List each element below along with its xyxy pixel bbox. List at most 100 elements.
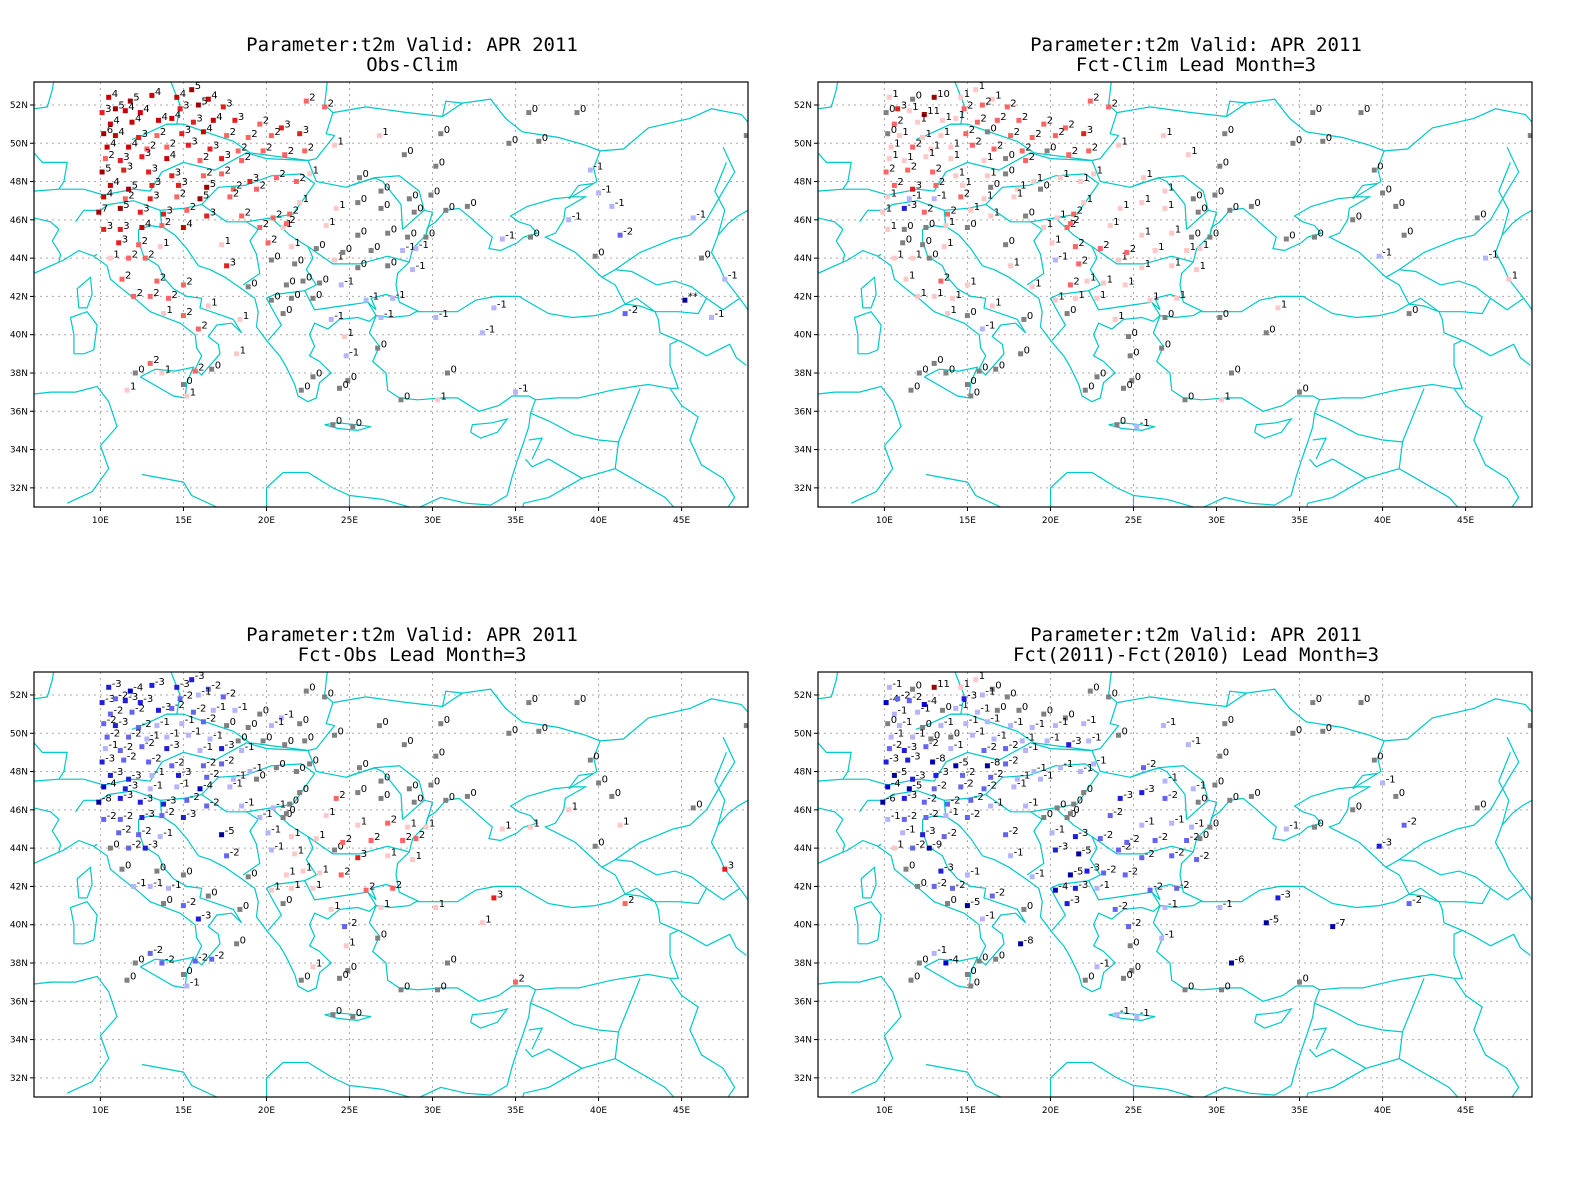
station-value: 1 bbox=[1090, 273, 1096, 284]
station-value: 1 bbox=[891, 188, 897, 199]
coastline bbox=[201, 173, 316, 223]
station-value: -1 bbox=[153, 780, 163, 791]
coastline bbox=[1133, 494, 1292, 507]
coastline bbox=[75, 790, 163, 818]
station-marker bbox=[161, 311, 166, 317]
station-value: 0 bbox=[1073, 805, 1079, 816]
station-marker bbox=[147, 883, 153, 889]
station-value: 0 bbox=[994, 179, 1000, 190]
station-value: -3 bbox=[143, 794, 153, 805]
station-marker bbox=[245, 725, 251, 730]
station-value: 0 bbox=[1165, 340, 1171, 351]
station-marker bbox=[574, 700, 580, 706]
station-value: 4 bbox=[118, 127, 124, 138]
station-marker bbox=[330, 422, 336, 428]
station-value: 2 bbox=[419, 830, 425, 841]
station-value: 0 bbox=[313, 755, 319, 766]
station-marker bbox=[1310, 700, 1316, 706]
station-marker bbox=[433, 905, 439, 910]
station-value: 1 bbox=[289, 866, 295, 877]
station-marker bbox=[333, 795, 339, 801]
station-value: 0 bbox=[1480, 209, 1486, 220]
station-value: 2 bbox=[1029, 152, 1035, 163]
station-value: 0 bbox=[995, 681, 1001, 692]
station-value: 2 bbox=[897, 116, 903, 127]
station-value: -2 bbox=[127, 752, 137, 763]
station-value: -2 bbox=[1118, 901, 1128, 912]
station-value: 0 bbox=[532, 104, 538, 115]
station-value: 0 bbox=[1318, 819, 1324, 830]
station-marker bbox=[268, 847, 274, 853]
station-value: 2 bbox=[328, 98, 334, 109]
station-value: -2 bbox=[123, 811, 133, 822]
station-marker bbox=[1052, 297, 1058, 303]
station-value: 0 bbox=[1213, 819, 1219, 830]
station-marker bbox=[905, 757, 911, 763]
station-marker bbox=[156, 117, 161, 123]
station-value: 2 bbox=[150, 141, 156, 152]
station-marker bbox=[908, 977, 914, 983]
station-marker bbox=[1376, 253, 1382, 259]
coastline bbox=[1494, 824, 1532, 903]
station-value: 0 bbox=[384, 773, 390, 784]
station-value: 0 bbox=[411, 229, 417, 240]
station-marker bbox=[886, 94, 892, 100]
station-value: 0 bbox=[921, 878, 927, 889]
lat-tick-label: 34N bbox=[794, 1036, 812, 1046]
lat-tick-label: 36N bbox=[10, 997, 28, 1007]
coastline bbox=[324, 422, 372, 432]
station-value: 0 bbox=[1412, 305, 1418, 316]
station-value: 0 bbox=[293, 796, 299, 807]
station-value: -2 bbox=[206, 757, 216, 768]
station-marker bbox=[960, 772, 965, 778]
station-value: 2 bbox=[339, 790, 345, 801]
station-marker bbox=[1124, 249, 1130, 255]
coastline bbox=[614, 736, 736, 861]
lat-tick-label: 32N bbox=[10, 484, 28, 494]
station-value: 0 bbox=[1093, 683, 1099, 694]
coastline bbox=[97, 82, 99, 83]
station-value: -4 bbox=[107, 778, 117, 789]
station-value: -3 bbox=[939, 767, 949, 778]
coastline bbox=[34, 385, 118, 504]
station-value: 3 bbox=[196, 114, 202, 125]
station-value: 0 bbox=[598, 248, 604, 259]
station-marker bbox=[401, 152, 407, 158]
station-marker bbox=[445, 960, 450, 966]
station-value: 0 bbox=[970, 376, 976, 387]
station-value: 0 bbox=[1024, 345, 1030, 356]
station-value: 0 bbox=[1010, 688, 1016, 699]
station-marker bbox=[297, 200, 303, 206]
station-marker bbox=[901, 795, 907, 801]
station-value: 1 bbox=[167, 305, 173, 316]
station-marker bbox=[166, 295, 171, 301]
station-value: -2 bbox=[1190, 832, 1200, 843]
station-value: 0 bbox=[1127, 380, 1133, 391]
station-marker bbox=[385, 230, 391, 236]
lon-tick-label: 35E bbox=[1291, 516, 1308, 526]
station-value: 0 bbox=[1318, 229, 1324, 240]
station-value: 2 bbox=[980, 114, 986, 125]
station-value: 4 bbox=[135, 114, 141, 125]
station-marker bbox=[428, 192, 434, 198]
station-marker bbox=[989, 893, 995, 899]
station-value: -2 bbox=[901, 690, 911, 701]
station-marker bbox=[99, 700, 105, 706]
lat-tick-label: 32N bbox=[10, 1074, 28, 1084]
lon-tick-label: 10E bbox=[92, 1106, 109, 1116]
station-marker bbox=[132, 370, 138, 376]
coastline bbox=[867, 742, 1209, 820]
station-value: 0 bbox=[970, 307, 976, 318]
station-marker bbox=[185, 142, 191, 148]
station-marker bbox=[376, 723, 382, 729]
station-value: 0 bbox=[417, 204, 423, 215]
station-marker bbox=[1182, 987, 1188, 993]
station-marker bbox=[443, 207, 449, 213]
station-marker bbox=[142, 845, 148, 851]
station-marker bbox=[1126, 334, 1131, 340]
station-marker bbox=[390, 885, 396, 891]
station-value: 1 bbox=[338, 137, 344, 148]
station-marker bbox=[102, 746, 108, 752]
coastline bbox=[34, 82, 55, 110]
station-value: -2 bbox=[623, 227, 633, 238]
